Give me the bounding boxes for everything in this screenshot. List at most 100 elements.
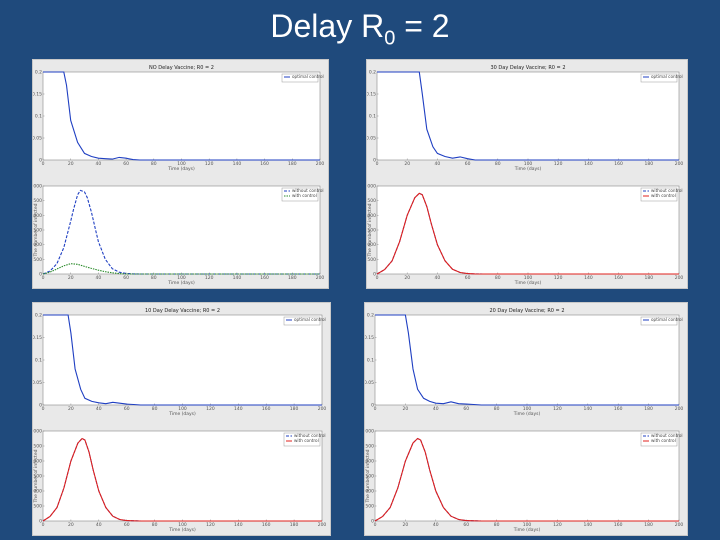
x-tick-label: 200 xyxy=(318,522,327,528)
y-tick-label: 0 xyxy=(39,519,42,525)
x-tick-label: 80 xyxy=(495,275,501,281)
x-tick-label: 100 xyxy=(524,161,533,167)
chart-title: 10 Day Delay Vaccine; R0 = 2 xyxy=(145,308,220,314)
legend-label: optimal control xyxy=(292,74,324,79)
series-line xyxy=(376,192,679,275)
y-tick-label: 0.15 xyxy=(33,335,42,341)
y-axis-label: The number of infected xyxy=(33,449,39,503)
y-tick-label: 1000 xyxy=(33,489,42,495)
x-tick-label: 40 xyxy=(96,275,102,281)
chart-title: 20 Day Delay Vaccine; R0 = 2 xyxy=(489,308,564,314)
x-tick-label: 180 xyxy=(288,275,297,281)
plot-area xyxy=(376,71,680,161)
y-tick-label: 0 xyxy=(373,272,376,278)
legend-label: with control xyxy=(651,193,676,198)
chart-title: 30 Day Delay Vaccine; R0 = 2 xyxy=(490,65,565,71)
y-tick-label: 0.1 xyxy=(369,114,376,120)
legend-box xyxy=(281,73,319,83)
y-tick-label: 0.05 xyxy=(33,136,42,142)
x-tick-label: 140 xyxy=(584,406,593,412)
y-tick-label: 1000 xyxy=(367,242,376,248)
x-tick-label: 100 xyxy=(177,275,186,281)
y-tick-label: 0.05 xyxy=(33,380,42,386)
x-tick-label: 20 xyxy=(68,275,74,281)
x-tick-label: 120 xyxy=(206,522,215,528)
y-axis-label: The number of infected xyxy=(365,449,371,503)
legend-label: optimal control xyxy=(651,317,683,322)
y-tick-label: 0.1 xyxy=(35,114,42,120)
y-tick-label: 0.1 xyxy=(35,358,42,364)
x-tick-label: 200 xyxy=(675,161,684,167)
legend-box xyxy=(283,316,321,326)
x-tick-label: 80 xyxy=(495,161,501,167)
y-tick-label: 1000 xyxy=(33,242,42,248)
x-axis-label: Time (days) xyxy=(168,527,196,533)
y-tick-label: 0 xyxy=(371,403,374,409)
x-tick-label: 60 xyxy=(465,275,471,281)
x-tick-label: 20 xyxy=(68,161,74,167)
series-line xyxy=(43,71,320,161)
legend-label: without control xyxy=(292,188,324,193)
x-tick-label: 20 xyxy=(68,406,74,412)
y-tick-label: 2500 xyxy=(367,198,376,204)
x-tick-label: 120 xyxy=(553,522,562,528)
legend-label: without control xyxy=(651,433,683,438)
x-tick-label: 60 xyxy=(124,522,130,528)
x-tick-label: 20 xyxy=(68,522,74,528)
x-tick-label: 80 xyxy=(494,406,500,412)
x-tick-label: 0 xyxy=(376,161,379,167)
chart-panel-svg: 0 20 40 60 80 100 120 140 160 180 20000.050.10.150… xyxy=(33,65,324,286)
y-tick-label: 0.15 xyxy=(365,335,374,341)
x-axis-label: Time (days) xyxy=(167,280,195,286)
x-tick-label: 80 xyxy=(152,522,158,528)
x-tick-label: 40 xyxy=(435,275,441,281)
x-tick-label: 100 xyxy=(178,406,187,412)
chart-p0-top: 0 20 40 60 80 100 120 140 160 180 20000.050.10.150… xyxy=(33,65,324,172)
x-tick-label: 160 xyxy=(262,522,271,528)
x-tick-label: 120 xyxy=(554,275,563,281)
chart-title: NO Delay Vaccine; R0 = 2 xyxy=(149,65,214,71)
chart-panel-30-day-delay: 0 20 40 60 80 100 120 140 160 180 200 0 0.05 0.1 0.15 0… xyxy=(366,59,688,289)
y-tick-label: 500 xyxy=(367,257,376,263)
x-axis-label: Time (days) xyxy=(513,411,541,417)
y-tick-label: 500 xyxy=(365,504,374,510)
y-tick-label: 3000 xyxy=(365,429,374,435)
y-tick-label: 0 xyxy=(371,519,374,525)
legend-label: with control xyxy=(292,193,317,198)
legend-box xyxy=(640,73,678,83)
y-tick-label: 500 xyxy=(33,504,42,510)
x-tick-label: 180 xyxy=(645,161,654,167)
y-tick-label: 0.05 xyxy=(367,136,376,142)
x-tick-label: 200 xyxy=(675,406,684,412)
y-tick-label: 0.2 xyxy=(367,313,374,319)
y-tick-label: 2500 xyxy=(33,444,42,450)
y-tick-label: 1000 xyxy=(365,489,374,495)
y-tick-label: 0.2 xyxy=(369,70,376,76)
x-tick-label: 60 xyxy=(124,406,130,412)
x-tick-label: 0 xyxy=(42,275,45,281)
x-tick-label: 200 xyxy=(318,406,327,412)
x-tick-label: 120 xyxy=(553,406,562,412)
plot-area xyxy=(42,430,323,522)
plot-area xyxy=(374,314,680,406)
chart-panel-no-delay: 0 20 40 60 80 100 120 140 160 180 200 0 0.05 0.1 0.15 0… xyxy=(32,59,329,289)
x-tick-label: 160 xyxy=(262,406,271,412)
x-tick-label: 140 xyxy=(234,406,243,412)
y-axis-label: The number of infected xyxy=(367,203,373,257)
x-tick-label: 160 xyxy=(614,406,623,412)
legend-label: with control xyxy=(651,438,676,443)
x-tick-label: 100 xyxy=(177,161,186,167)
y-tick-label: 0 xyxy=(39,272,42,278)
x-tick-label: 80 xyxy=(151,275,157,281)
x-tick-label: 100 xyxy=(178,522,187,528)
x-tick-label: 40 xyxy=(435,161,441,167)
chart-p3-top: 0 20 40 60 80 100 120 140 160 180 20000.050.10.150… xyxy=(365,308,683,417)
y-tick-label: 0 xyxy=(373,158,376,164)
chart-panel-10-day-delay: 0 20 40 60 80 100 120 140 160 180 200 0 0.05 0.1 0.15 0… xyxy=(32,302,331,536)
x-tick-label: 200 xyxy=(675,522,684,528)
